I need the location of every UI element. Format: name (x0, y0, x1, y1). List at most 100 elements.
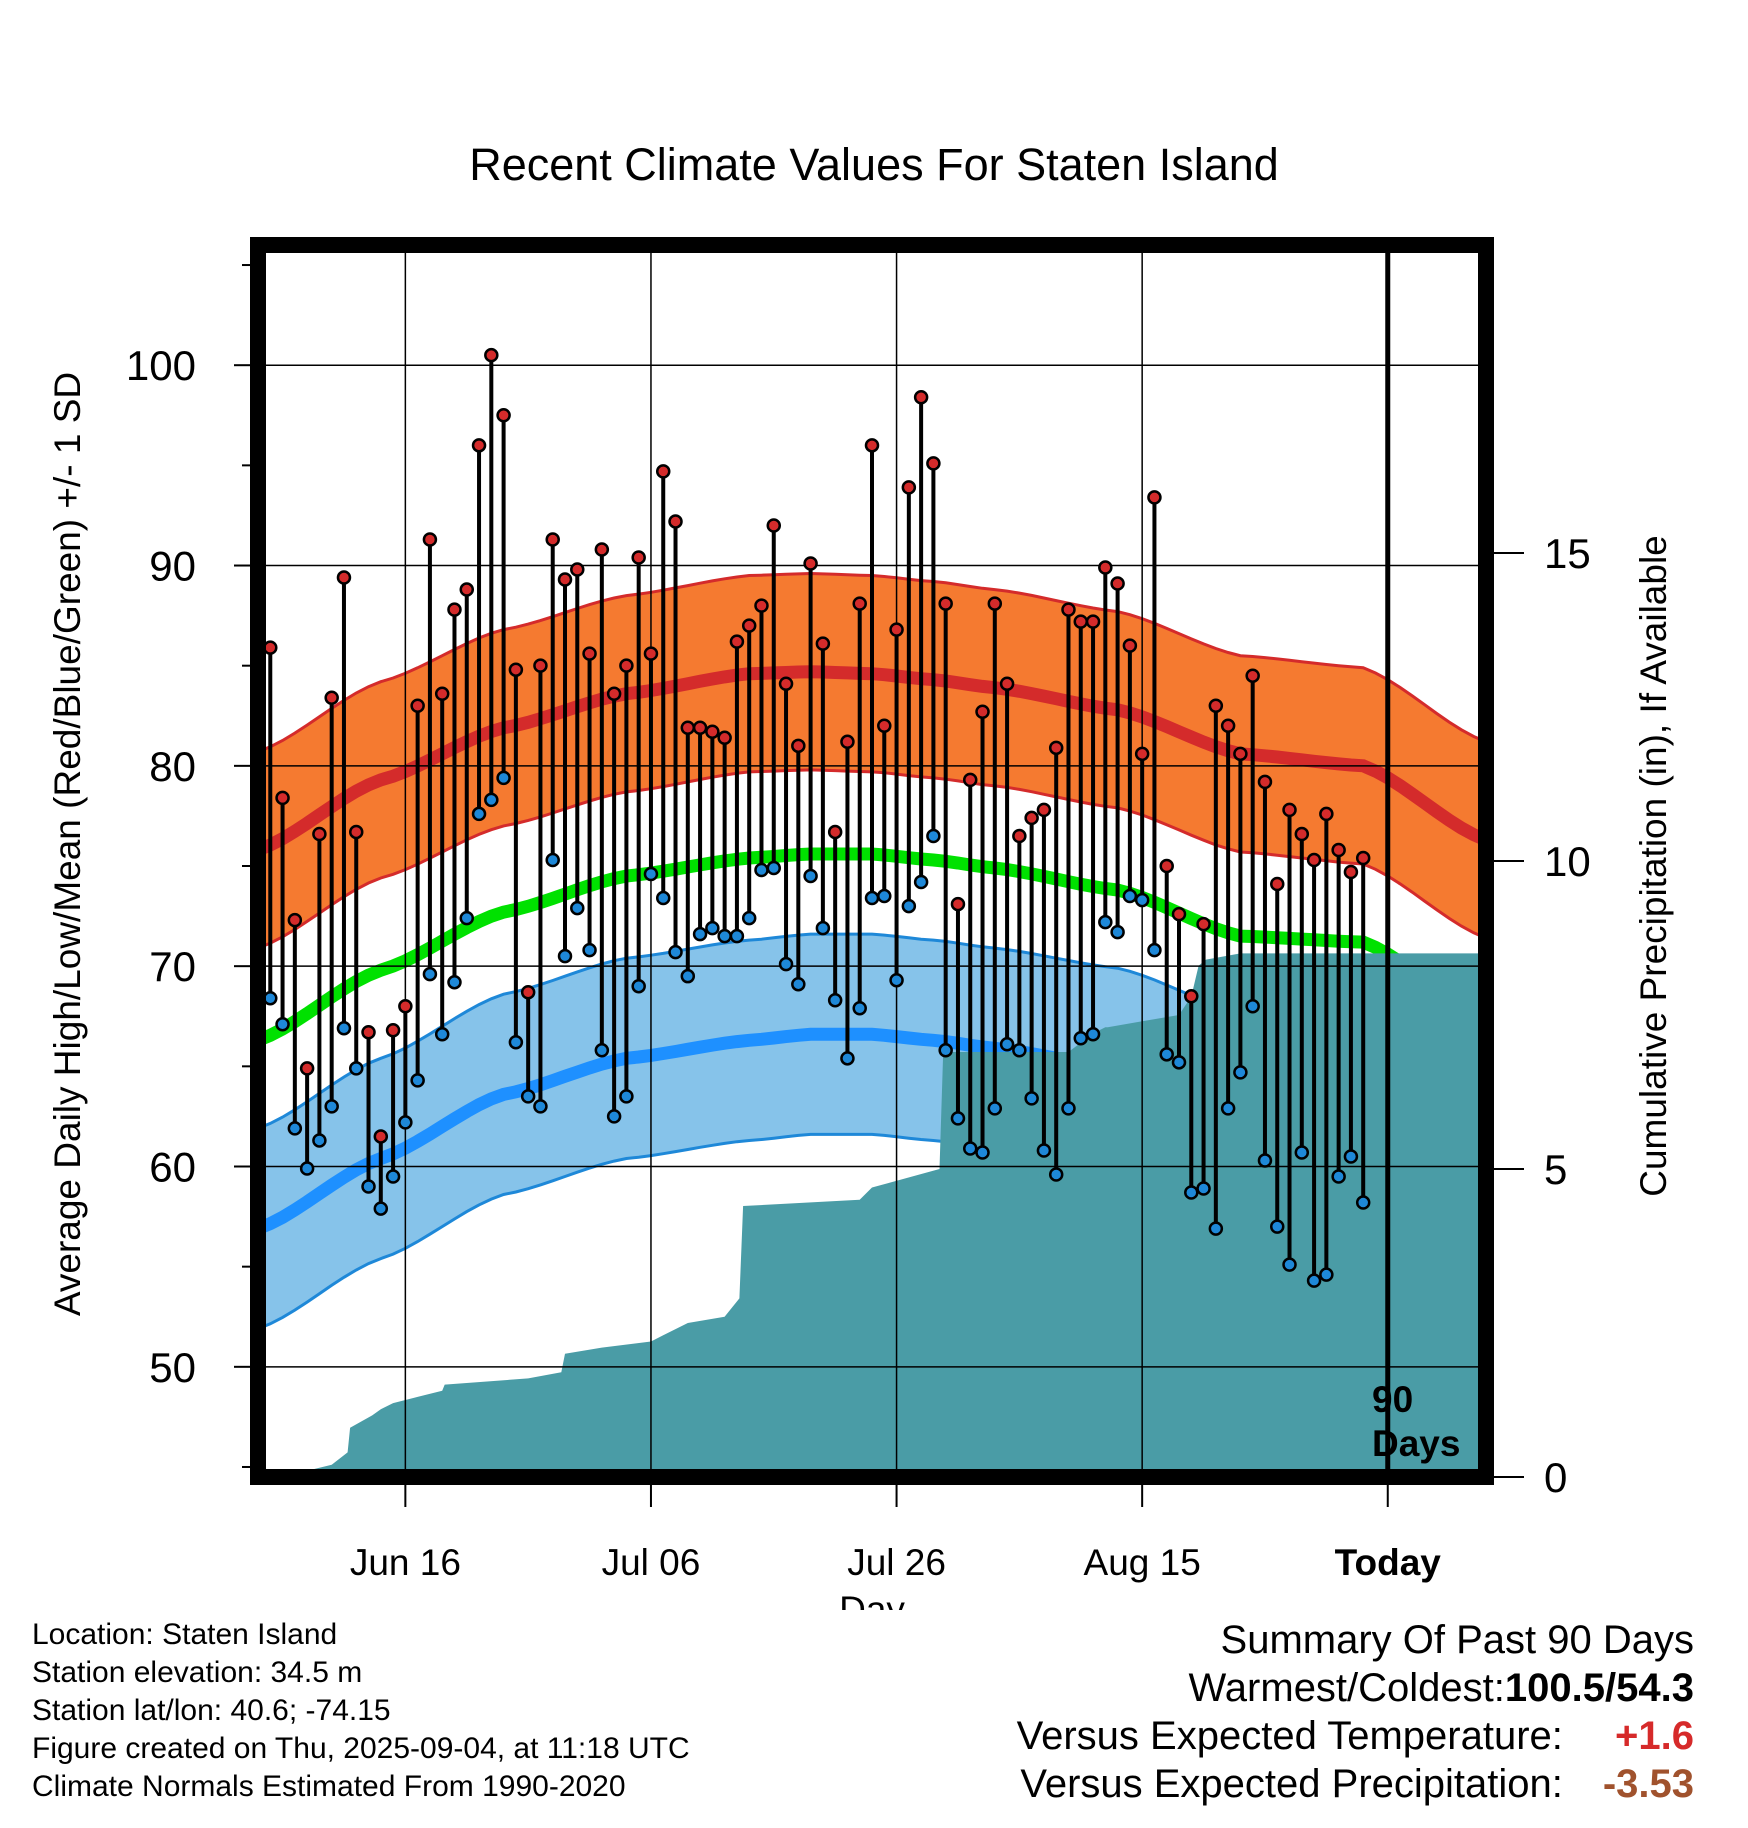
daily-low-point (778, 956, 794, 972)
daily-high-point (643, 646, 659, 661)
daily-low-point (373, 1201, 389, 1216)
daily-low-point (398, 1115, 413, 1130)
daily-high-point (1355, 850, 1371, 866)
daily-low-point (680, 968, 696, 984)
daily-high-point (594, 542, 610, 557)
daily-high-point (447, 602, 462, 617)
daily-high-point (717, 730, 732, 746)
daily-high-point (938, 596, 953, 611)
daily-low-point (299, 1161, 315, 1176)
daily-high-point (1196, 916, 1211, 932)
daily-low-point (938, 1043, 953, 1058)
coldest-value: 54.3 (1616, 1666, 1694, 1710)
daily-low-point (1355, 1195, 1371, 1210)
elevation-text: Station elevation: 34.5 m (32, 1656, 363, 1689)
daily-low-point (275, 1017, 290, 1032)
daily-high-point (385, 1023, 401, 1038)
daily-low-point (1048, 1167, 1064, 1182)
daily-high-point (533, 658, 548, 673)
daily-low-point (1306, 1273, 1322, 1288)
daily-low-point (348, 1061, 364, 1076)
daily-low-point (705, 920, 720, 936)
daily-low-point (422, 966, 438, 982)
daily-low-point (643, 866, 659, 882)
daily-low-point (606, 1109, 622, 1124)
daily-low-point (1134, 892, 1150, 908)
daily-high-point (950, 896, 966, 912)
daily-low-point (533, 1099, 548, 1114)
y-tick-label: 60 (149, 1143, 196, 1190)
daily-high-point (619, 658, 634, 673)
daily-low-point (1098, 914, 1113, 930)
daily-high-point (1282, 802, 1297, 818)
daily-low-point (1122, 888, 1138, 904)
daily-high-point (655, 464, 671, 479)
y-tick-label: 100 (126, 342, 196, 389)
y2-axis-label: Cumulative Precipitation (in), If Availa… (1633, 535, 1674, 1197)
daily-high-point (680, 720, 696, 736)
daily-high-point (705, 724, 720, 740)
daily-high-point (741, 618, 757, 633)
daily-low-point (1294, 1145, 1310, 1160)
daily-high-point (1134, 746, 1150, 762)
daily-low-point (496, 770, 511, 786)
y-axis-label: Average Daily High/Low/Mean (Red/Blue/Gr… (47, 372, 88, 1316)
daily-low-point (1171, 1055, 1187, 1070)
daily-low-point (827, 992, 843, 1008)
daily-high-point (508, 662, 524, 677)
daily-high-point (1073, 614, 1089, 629)
daily-high-point (766, 518, 782, 533)
daily-low-point (385, 1169, 401, 1184)
daily-low-point (545, 852, 560, 868)
daily-high-point (631, 550, 646, 565)
daily-high-point (877, 718, 892, 734)
precip-area (258, 953, 1486, 1477)
daily-low-point (926, 828, 941, 844)
summary-panel: Summary Of Past 90 Days Warmest/Coldest:… (1017, 1616, 1694, 1808)
daily-high-point (864, 438, 880, 453)
daily-low-point (1245, 998, 1260, 1014)
daily-high-point (1110, 576, 1125, 591)
warmest-value: 100.5 (1504, 1666, 1606, 1710)
daily-low-point (1269, 1219, 1285, 1234)
daily-high-point (496, 408, 511, 423)
daily-high-point (1085, 614, 1101, 629)
daily-low-point (962, 1141, 978, 1156)
daily-high-point (1245, 668, 1260, 683)
daily-low-point (1331, 1169, 1346, 1184)
daily-low-point (361, 1179, 376, 1194)
daily-high-point (606, 686, 622, 701)
daily-high-point (852, 596, 867, 611)
daily-low-point (901, 898, 917, 914)
daily-high-point (803, 556, 818, 571)
temp-row: Versus Expected Temperature: +1.6 (1017, 1712, 1694, 1760)
daily-high-point (754, 598, 769, 613)
daily-high-point (287, 912, 303, 928)
x-tick-label: Jul 06 (602, 1542, 701, 1583)
daily-high-point (913, 389, 929, 405)
daily-low-point (434, 1027, 450, 1042)
daily-high-point (1257, 774, 1273, 790)
y-tick-label: 90 (149, 543, 196, 590)
daily-low-point (312, 1133, 327, 1148)
normals-note-text: Climate Normals Estimated From 1990-2020 (32, 1770, 626, 1803)
daily-high-point (1269, 876, 1285, 892)
daily-low-point (1208, 1221, 1224, 1236)
temp-label: Versus Expected Temperature: (1016, 1714, 1563, 1758)
axes: 50 60 70 80 90 100 0 5 10 15 Jun 16 Jul 06 Jul 26 Aug… (126, 237, 1591, 1583)
y-tick-label: 70 (149, 943, 196, 990)
daily-low-point (803, 868, 818, 884)
x-tick-label: Jun 16 (350, 1542, 461, 1583)
daily-low-point (447, 974, 462, 990)
daily-high-point (1147, 490, 1162, 505)
daily-low-point (791, 976, 806, 992)
daily-low-point (1159, 1047, 1174, 1062)
daily-low-point (754, 862, 769, 878)
daily-high-point (1048, 740, 1064, 756)
daily-high-point (1098, 560, 1113, 575)
daily-high-point (299, 1061, 315, 1076)
y2-tick-label: 0 (1544, 1454, 1567, 1501)
daily-high-point (791, 738, 806, 754)
daily-low-point (324, 1099, 339, 1114)
daily-high-point (1012, 828, 1027, 844)
